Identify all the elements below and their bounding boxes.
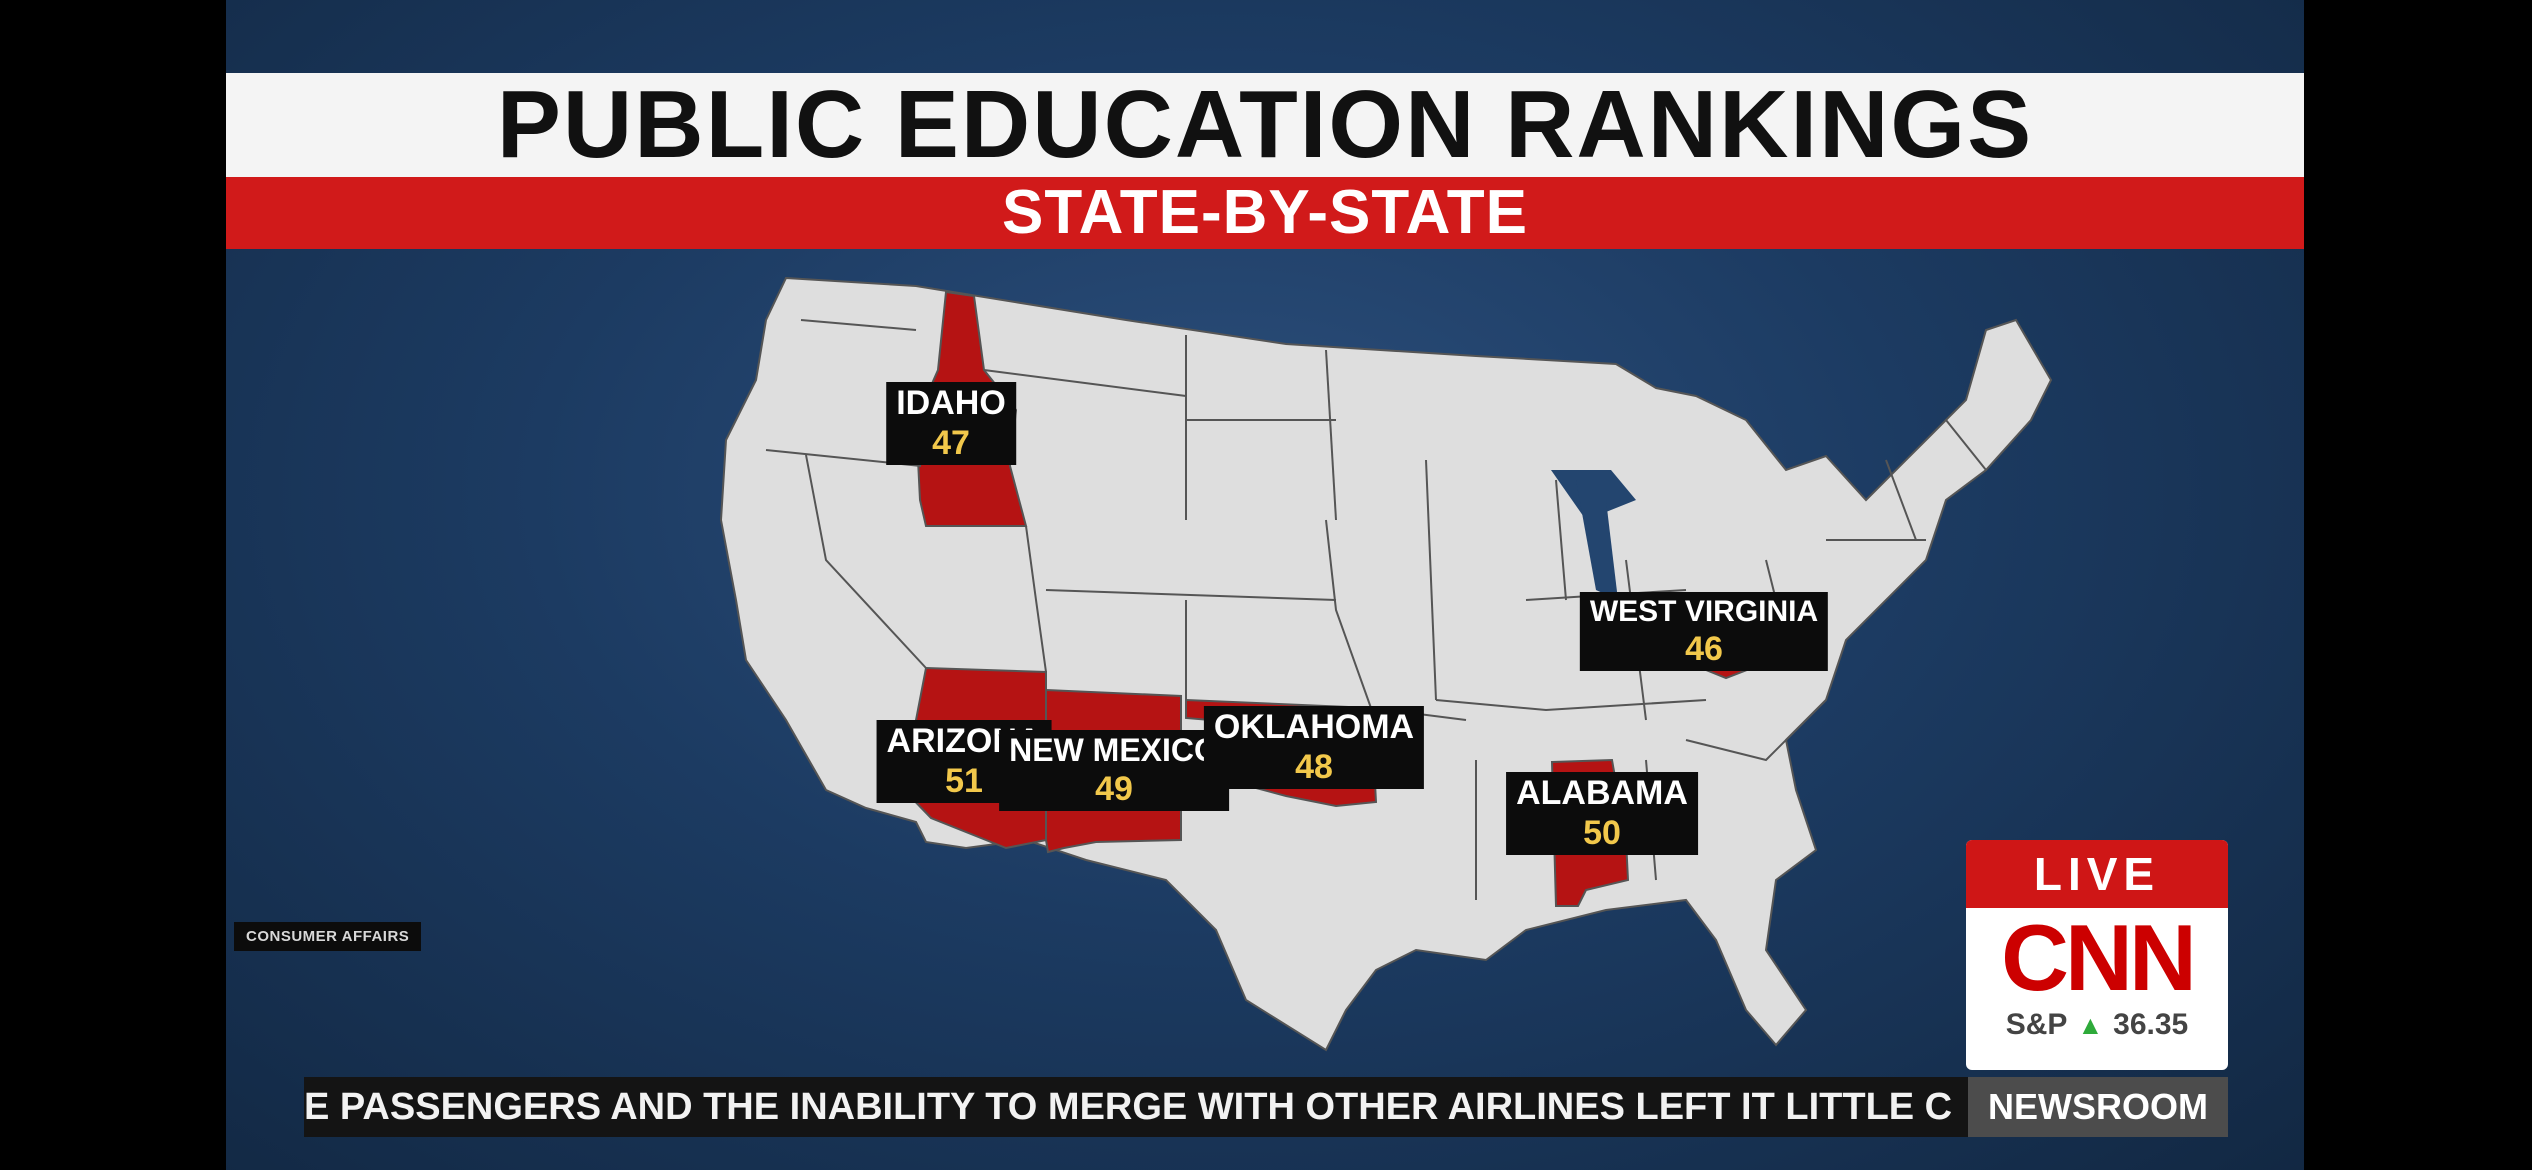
- label-oklahoma: OKLAHOMA 48: [1203, 706, 1425, 790]
- ticker-symbol: S&P: [2005, 1008, 2068, 1041]
- cnn-logo: CNN: [2001, 905, 2197, 1010]
- us-mainland: [719, 276, 2053, 1052]
- title-banner: PUBLIC EDUCATION RANKINGS: [226, 73, 2304, 177]
- subtitle-banner: STATE-BY-STATE: [226, 177, 2304, 249]
- show-name: NEWSROOM: [1968, 1077, 2228, 1137]
- label-west-virginia: WEST VIRGINIA 46: [1579, 592, 1829, 672]
- live-label: LIVE: [1966, 840, 2228, 908]
- source-credit: CONSUMER AFFAIRS: [234, 922, 422, 951]
- label-alabama: ALABAMA 50: [1506, 772, 1698, 856]
- live-badge: LIVE CNN S&P ▲ 36.35: [1966, 840, 2228, 1070]
- ticker-value: 36.35: [2113, 1008, 2189, 1041]
- lake-michigan: [1576, 480, 1618, 600]
- up-arrow-icon: ▲: [2077, 1009, 2104, 1040]
- page-title: PUBLIC EDUCATION RANKINGS: [496, 71, 2034, 178]
- crawl-text: E PASSENGERS AND THE INABILITY TO MERGE …: [304, 1085, 1953, 1128]
- label-new-mexico: NEW MEXICO 49: [999, 730, 1229, 812]
- page-subtitle: STATE-BY-STATE: [1001, 178, 1529, 247]
- label-idaho: IDAHO 47: [886, 382, 1016, 466]
- news-crawl: E PASSENGERS AND THE INABILITY TO MERGE …: [304, 1077, 2046, 1137]
- market-ticker: S&P ▲ 36.35: [1966, 1008, 2228, 1042]
- broadcast-screen: PUBLIC EDUCATION RANKINGS STATE-BY-STATE: [226, 0, 2304, 1170]
- state-borders: [765, 319, 1987, 900]
